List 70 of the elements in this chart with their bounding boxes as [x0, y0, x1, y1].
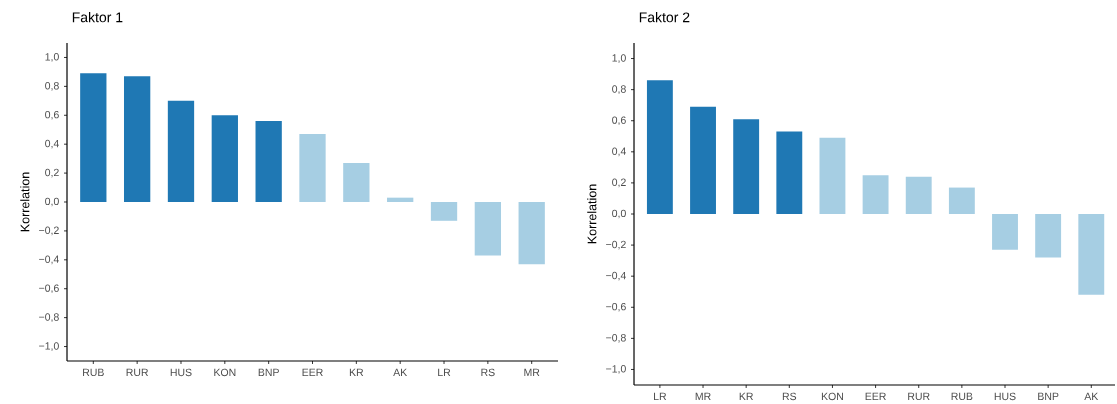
bar [167, 100, 195, 202]
y-tick-label: −0,6 [39, 284, 59, 294]
x-tick-label: RUR [908, 392, 930, 401]
bar [1035, 214, 1062, 258]
y-tick-label: 0,0 [612, 209, 626, 219]
x-tick-label: HUS [170, 368, 192, 377]
x-tick-label: HUS [994, 392, 1016, 401]
bar [430, 202, 458, 221]
bar [948, 187, 975, 214]
x-tick-label: RS [782, 392, 797, 401]
y-tick-label: 0,8 [612, 85, 626, 94]
y-tick-label: 0,4 [45, 139, 59, 149]
bar [992, 214, 1018, 250]
y-tick-label: 0,2 [45, 168, 59, 178]
bar [733, 119, 760, 214]
x-tick-label: MR [695, 392, 711, 400]
x-tick-label: RS [481, 368, 495, 377]
y-tick-label: 0,8 [45, 82, 59, 91]
chart-title: Faktor 2 [639, 12, 690, 23]
bar [255, 121, 282, 202]
y-tick-label: −0,8 [39, 313, 59, 322]
y-tick-label: 0,6 [612, 116, 626, 126]
bar [862, 175, 889, 214]
bar [387, 197, 414, 202]
bar [690, 106, 716, 214]
y-tick-label: −0,6 [606, 302, 626, 312]
x-tick-label: KON [214, 368, 236, 377]
bar [776, 131, 803, 214]
x-tick-label: AK [393, 368, 408, 376]
y-tick-label: −0,8 [606, 334, 626, 343]
bar [474, 202, 502, 256]
x-tick-label: RUR [126, 368, 149, 377]
bar [343, 162, 370, 202]
x-tick-label: EER [302, 368, 323, 376]
y-tick-label: −0,4 [39, 255, 59, 265]
x-tick-label: KON [821, 392, 843, 401]
x-tick-label: AK [1084, 392, 1099, 400]
x-tick-label: BNP [1038, 392, 1059, 400]
bar [211, 115, 238, 202]
y-tick-label: 0,6 [45, 110, 59, 120]
y-tick-label: 1,0 [612, 54, 626, 63]
x-tick-label: KR [349, 368, 364, 376]
y-tick-label: 0,4 [612, 147, 626, 157]
bar [819, 137, 846, 214]
bar [646, 80, 673, 214]
x-tick-label: MR [524, 368, 540, 376]
x-tick-label: EER [865, 392, 886, 400]
bar [80, 73, 107, 202]
y-tick-label: 0,0 [45, 197, 59, 207]
x-tick-label: LR [438, 368, 451, 376]
y-tick-label: −0,2 [39, 226, 59, 236]
chart-title: Faktor 1 [72, 12, 123, 23]
y-axis-title: Korrelation [20, 172, 30, 232]
x-tick-label: KR [739, 392, 753, 400]
y-tick-label: −1,0 [606, 365, 626, 374]
bar [299, 134, 326, 202]
y-tick-label: 1,0 [45, 53, 59, 62]
bar [1078, 214, 1105, 295]
y-tick-label: −0,2 [606, 240, 626, 250]
x-tick-label: LR [654, 392, 667, 400]
bar [123, 76, 151, 202]
x-tick-label: RUB [951, 392, 973, 401]
x-tick-label: RUB [83, 368, 104, 377]
bar [518, 202, 545, 265]
y-tick-label: −0,4 [606, 271, 626, 281]
bar [905, 176, 932, 214]
y-tick-label: 0,2 [612, 178, 626, 188]
y-axis-title: Korrelation [587, 184, 597, 244]
x-tick-label: BNP [258, 368, 279, 376]
y-tick-label: −1,0 [39, 342, 59, 351]
